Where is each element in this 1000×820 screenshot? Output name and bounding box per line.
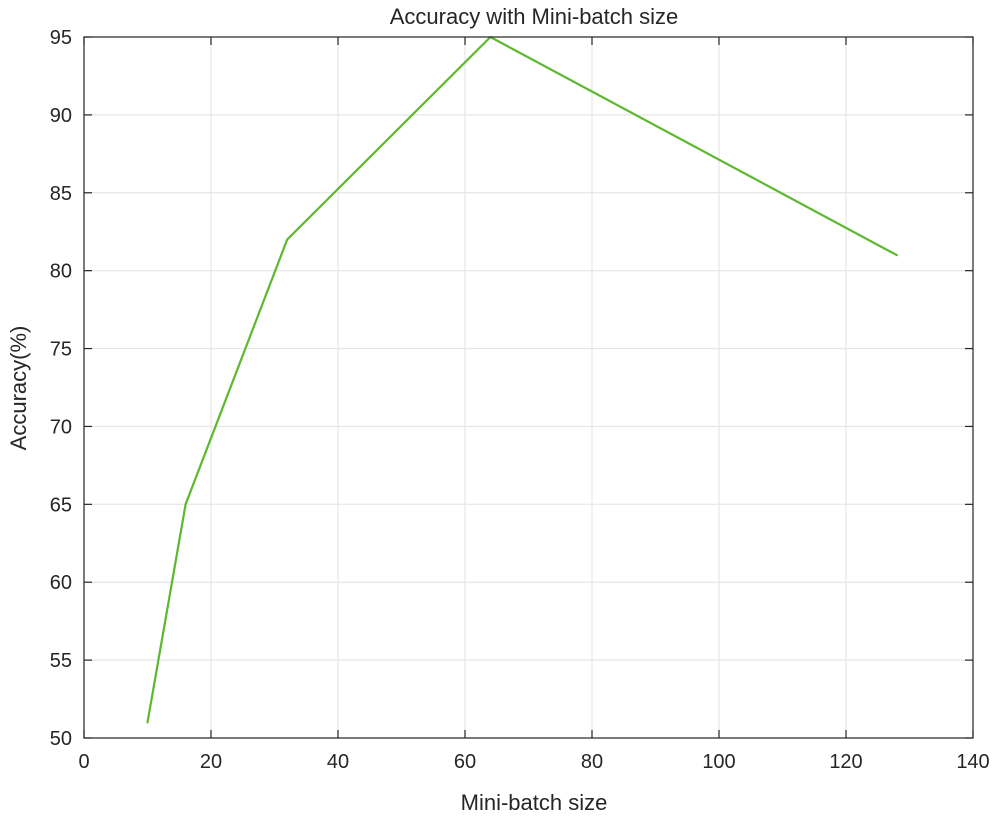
series-layer — [146, 35, 898, 724]
tick-label-layer: 0 20 40 60 80 100 120 140 50 55 60 65 70 75 80 85 90 95 — [50, 27, 990, 773]
y-tick-label: 85 — [50, 183, 72, 205]
y-tick-label: 90 — [50, 105, 72, 127]
y-tick-label: 55 — [50, 650, 72, 672]
y-tick-label: 80 — [50, 261, 72, 283]
y-tick-label: 75 — [50, 339, 72, 361]
x-tick-label: 140 — [956, 751, 989, 773]
y-tick-label: 70 — [50, 416, 72, 438]
y-tick-label: 60 — [50, 572, 72, 594]
y-tick-label: 65 — [50, 494, 72, 516]
x-tick-label: 80 — [581, 751, 603, 773]
series-line — [146, 35, 898, 724]
y-tick-label: 95 — [50, 27, 72, 49]
x-tick-label: 20 — [200, 751, 222, 773]
x-tick-label: 60 — [454, 751, 476, 773]
x-tick-label: 40 — [327, 751, 349, 773]
grid-layer — [83, 36, 974, 739]
axes-box — [83, 36, 974, 739]
y-tick-label: 50 — [50, 728, 72, 750]
x-tick-label: 100 — [702, 751, 735, 773]
y-axis-label: Accuracy(%) — [6, 326, 31, 451]
x-tick-label: 0 — [78, 751, 89, 773]
x-axis-label: Mini-batch size — [461, 790, 608, 815]
x-tick-label: 120 — [829, 751, 862, 773]
chart-title: Accuracy with Mini-batch size — [390, 4, 679, 29]
axes-layer — [83, 36, 974, 739]
